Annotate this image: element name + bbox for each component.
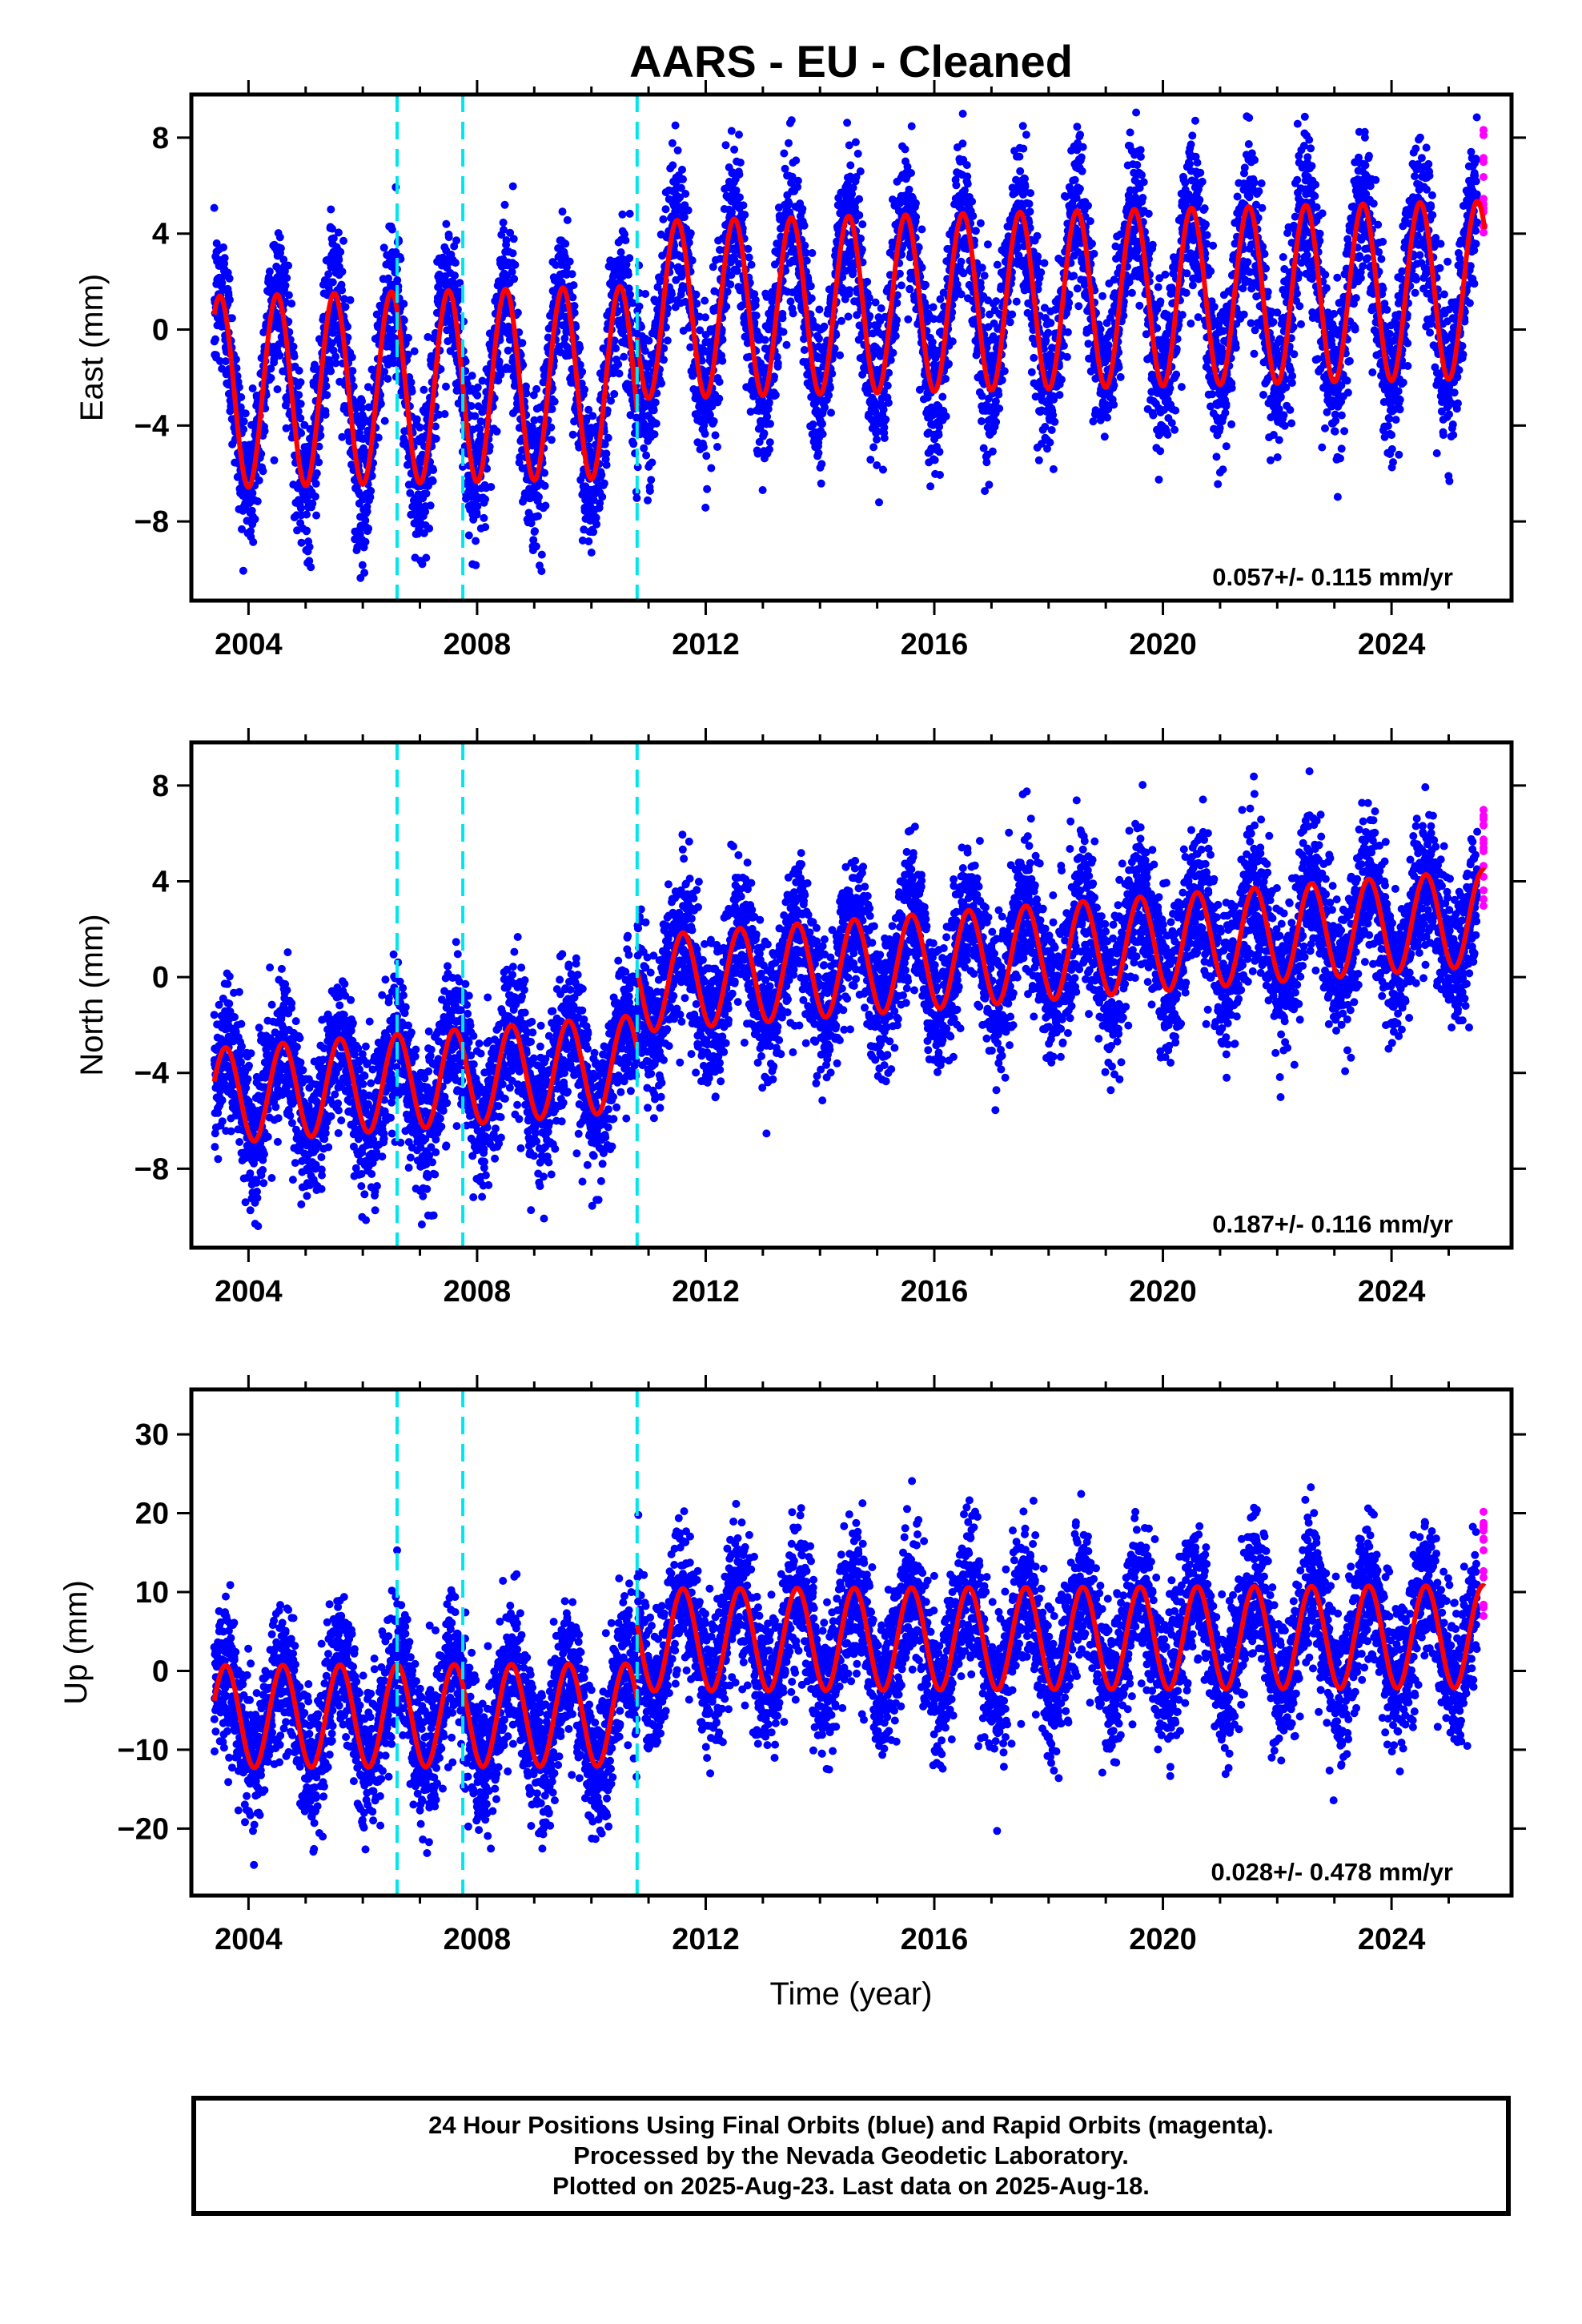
up-xtick-label: 2012 bbox=[672, 1923, 740, 1956]
east-frame bbox=[189, 92, 1514, 603]
up-ytick-label: 20 bbox=[135, 1498, 169, 1531]
north-y-axis-label: North (mm) bbox=[74, 914, 110, 1076]
east-ytick-label: 4 bbox=[152, 218, 169, 251]
north-panel: −8 −4 0 4 8 2004 2008 2012 2016 2020 2024 North (mm… bbox=[74, 728, 1526, 1309]
up-final-points bbox=[210, 1477, 1488, 1869]
up-xtick-label: 2008 bbox=[444, 1923, 512, 1956]
up-rapid-points bbox=[1480, 1507, 1488, 1620]
up-ytick-label: 0 bbox=[152, 1655, 169, 1688]
up-xtick-label: 2016 bbox=[901, 1923, 969, 1956]
up-frame bbox=[189, 1387, 1514, 1898]
north-rate-label: 0.187+/- 0.116 mm/yr bbox=[1212, 1210, 1453, 1238]
east-ytick-label: −8 bbox=[135, 505, 169, 539]
east-model-curve-1 bbox=[211, 283, 640, 490]
north-xtick-label: 2020 bbox=[1129, 1275, 1197, 1309]
footer-box: 24 Hour Positions Using Final Orbits (bl… bbox=[191, 2096, 1511, 2216]
east-ytick-label: −4 bbox=[135, 409, 169, 443]
up-model-curve-1 bbox=[211, 1661, 640, 1771]
up-rate-label: 0.028+/- 0.478 mm/yr bbox=[1211, 1858, 1453, 1886]
east-ytick-label: 8 bbox=[152, 122, 169, 155]
north-frame bbox=[189, 740, 1514, 1250]
north-xtick-label: 2012 bbox=[672, 1275, 740, 1309]
up-ytick-label: 10 bbox=[135, 1576, 169, 1610]
north-model-curve-2 bbox=[634, 867, 1487, 1034]
figure-title: AARS - EU - Cleaned bbox=[629, 36, 1073, 86]
east-y-axis-label: East (mm) bbox=[74, 274, 110, 421]
up-panel: −20 −10 0 10 20 30 2004 2008 2012 2016 2020 2024 Up … bbox=[58, 1375, 1526, 1956]
north-xtick-label: 2004 bbox=[215, 1275, 283, 1309]
north-ytick-label: 0 bbox=[152, 961, 169, 995]
north-final-point-cloud bbox=[210, 767, 1482, 1231]
east-model-curve-2 bbox=[634, 199, 1488, 401]
east-xtick-label: 2016 bbox=[901, 628, 969, 661]
up-ytick-label: −20 bbox=[118, 1812, 169, 1846]
up-xtick-label: 2020 bbox=[1129, 1923, 1197, 1956]
north-xtick-label: 2024 bbox=[1358, 1275, 1426, 1309]
east-panel: −8 −4 0 4 8 2004 2008 2012 2016 2020 2024 East (mm)… bbox=[74, 80, 1526, 661]
east-xtick-label: 2024 bbox=[1358, 628, 1426, 661]
east-xtick-label: 2008 bbox=[444, 628, 512, 661]
north-final-points bbox=[210, 767, 1488, 1231]
north-ytick-label: −4 bbox=[135, 1057, 169, 1091]
north-ytick-label: 8 bbox=[152, 770, 169, 803]
footer-line-3: Plotted on 2025-Aug-23. Last data on 202… bbox=[552, 2172, 1150, 2200]
north-ytick-label: 4 bbox=[152, 865, 169, 899]
x-axis-label: Time (year) bbox=[770, 1976, 933, 2012]
up-ytick-label: −10 bbox=[118, 1734, 169, 1767]
east-xtick-label: 2004 bbox=[215, 628, 283, 661]
east-ytick-label: 0 bbox=[152, 314, 169, 348]
up-xtick-label: 2024 bbox=[1358, 1923, 1426, 1956]
footer-line-2: Processed by the Nevada Geodetic Laborat… bbox=[573, 2141, 1129, 2169]
north-xtick-label: 2008 bbox=[444, 1275, 512, 1309]
up-ytick-label: 30 bbox=[135, 1418, 169, 1452]
north-xtick-label: 2016 bbox=[901, 1275, 969, 1309]
up-xtick-label: 2004 bbox=[215, 1923, 283, 1956]
up-model-curve-2 bbox=[634, 1582, 1487, 1694]
north-model-curve-1 bbox=[211, 1014, 640, 1144]
up-final-point-cloud bbox=[210, 1477, 1482, 1869]
up-y-axis-label: Up (mm) bbox=[58, 1580, 94, 1705]
north-ytick-label: −8 bbox=[135, 1152, 169, 1186]
east-xtick-label: 2012 bbox=[672, 628, 740, 661]
east-rate-label: 0.057+/- 0.115 mm/yr bbox=[1212, 563, 1453, 591]
east-xtick-label: 2020 bbox=[1129, 628, 1197, 661]
north-rapid-points bbox=[1480, 806, 1488, 911]
footer-line-1: 24 Hour Positions Using Final Orbits (bl… bbox=[428, 2111, 1274, 2139]
